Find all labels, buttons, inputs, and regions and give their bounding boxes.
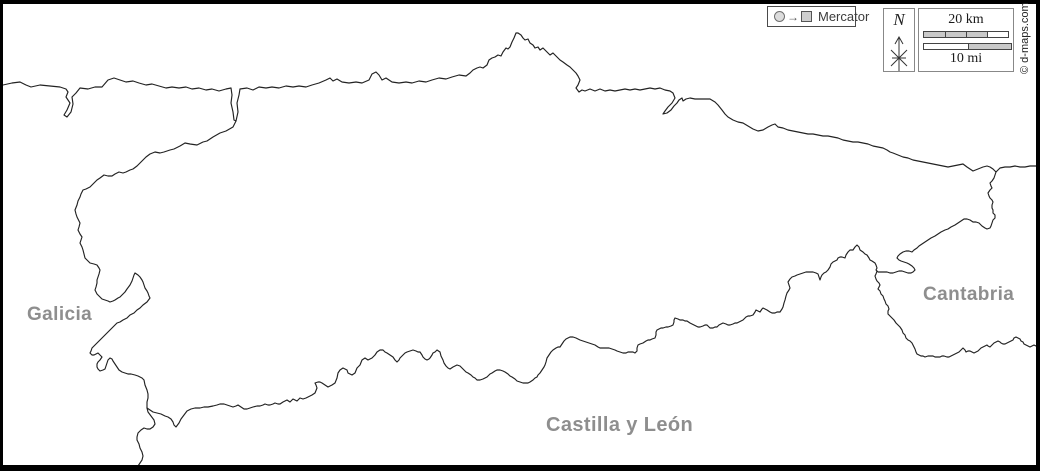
scale-mi-label: 10 mi: [949, 51, 983, 66]
galicia-leon-border-path: [136, 407, 156, 469]
region-label-galicia: Galicia: [27, 304, 93, 325]
km-segment: [987, 32, 1008, 37]
mi-segment: [968, 44, 1011, 49]
frame-left: [0, 0, 3, 471]
north-label: N: [893, 10, 905, 29]
scale-km-label: 20 km: [948, 12, 984, 27]
asturias-south-border-path: [146, 244, 878, 428]
arrow-right-icon: →: [787, 9, 799, 24]
km-segment: [945, 32, 966, 37]
projection-legend: → Mercator: [767, 6, 869, 27]
scale-box: 20 km 10 mi: [918, 8, 1014, 72]
scale-bar-mi: [923, 43, 1012, 50]
projected-square-icon: [801, 11, 812, 22]
region-label-cantabria: Cantabria: [923, 284, 1015, 305]
copyright-text: © d-maps.com: [1019, 2, 1031, 74]
galicia-border-path: [74, 120, 237, 409]
frame-right: [1036, 0, 1040, 471]
cantabria-leon-border-path: [874, 270, 1037, 358]
frame-bottom: [0, 465, 1040, 471]
compass-box: N: [883, 8, 915, 72]
frame-top: [0, 0, 1040, 4]
coastline-path: [2, 32, 1038, 173]
globe-circle-icon: [774, 11, 785, 22]
projection-name: Mercator: [818, 9, 870, 24]
mi-segment: [924, 44, 968, 49]
km-segment: [924, 32, 945, 37]
km-segment: [966, 32, 987, 37]
scale-bar-km: [923, 31, 1009, 38]
region-label-castilla-y-leon: Castilla y León: [546, 414, 694, 436]
cantabria-border-path: [876, 171, 997, 274]
compass-star-icon: [890, 35, 908, 71]
